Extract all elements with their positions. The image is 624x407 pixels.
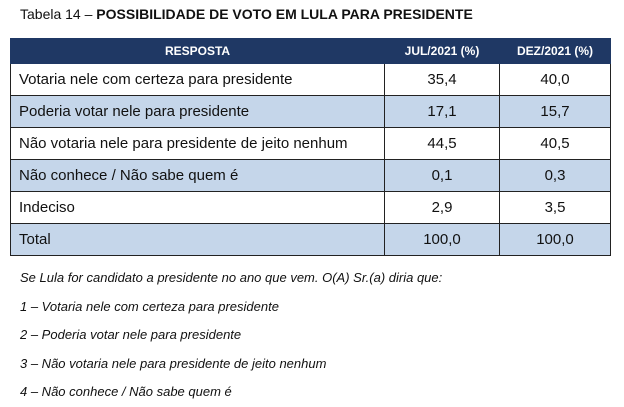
- note-option-3: 3 – Não votaria nele para presidente de …: [20, 355, 327, 371]
- row-jul-value: 2,9: [384, 191, 500, 224]
- header-jul-2021: JUL/2021 (%): [384, 38, 500, 64]
- note-option-2: 2 – Poderia votar nele para presidente: [20, 327, 242, 342]
- caption-title: POSSIBILIDADE DE VOTO EM LULA PARA PRESI…: [96, 6, 473, 22]
- row-dez-value: 40,0: [499, 63, 611, 96]
- row-dez-value: 40,5: [499, 127, 611, 160]
- table-row: Não conhece / Não sabe quem é 0,1 0,3: [10, 159, 611, 192]
- results-table: RESPOSTA JUL/2021 (%) DEZ/2021 (%) Votar…: [10, 38, 611, 256]
- row-jul-value: 17,1: [384, 95, 500, 128]
- row-label: Não votaria nele para presidente de jeit…: [10, 127, 385, 160]
- total-label: Total: [10, 223, 385, 256]
- row-jul-value: 44,5: [384, 127, 500, 160]
- question-notes: Se Lula for candidato a presidente no an…: [20, 264, 442, 407]
- table-row: Poderia votar nele para presidente 17,1 …: [10, 95, 611, 128]
- row-dez-value: 15,7: [499, 95, 611, 128]
- total-jul-value: 100,0: [384, 223, 500, 256]
- table-header-row: RESPOSTA JUL/2021 (%) DEZ/2021 (%): [10, 38, 611, 64]
- row-dez-value: 3,5: [499, 191, 611, 224]
- note-option-1: 1 – Votaria nele com certeza para presid…: [20, 298, 279, 314]
- question-text: Se Lula for candidato a presidente no an…: [20, 270, 443, 285]
- header-dez-2021: DEZ/2021 (%): [499, 38, 611, 64]
- header-resposta: RESPOSTA: [10, 38, 385, 64]
- row-jul-value: 35,4: [384, 63, 500, 96]
- table-total-row: Total 100,0 100,0: [10, 223, 611, 256]
- row-label: Votaria nele com certeza para presidente: [10, 63, 385, 96]
- row-label: Indeciso: [10, 191, 385, 224]
- row-jul-value: 0,1: [384, 159, 500, 192]
- note-option-4: 4 – Não conhece / Não sabe quem é: [20, 384, 232, 399]
- table-row: Indeciso 2,9 3,5: [10, 191, 611, 224]
- row-label: Não conhece / Não sabe quem é: [10, 159, 385, 192]
- table-row: Não votaria nele para presidente de jeit…: [10, 127, 611, 160]
- row-label: Poderia votar nele para presidente: [10, 95, 385, 128]
- caption-prefix: Tabela 14 –: [20, 6, 97, 22]
- table-caption: Tabela 14 – POSSIBILIDADE DE VOTO EM LUL…: [20, 6, 473, 22]
- total-dez-value: 100,0: [499, 223, 611, 256]
- row-dez-value: 0,3: [499, 159, 611, 192]
- table-row: Votaria nele com certeza para presidente…: [10, 63, 611, 96]
